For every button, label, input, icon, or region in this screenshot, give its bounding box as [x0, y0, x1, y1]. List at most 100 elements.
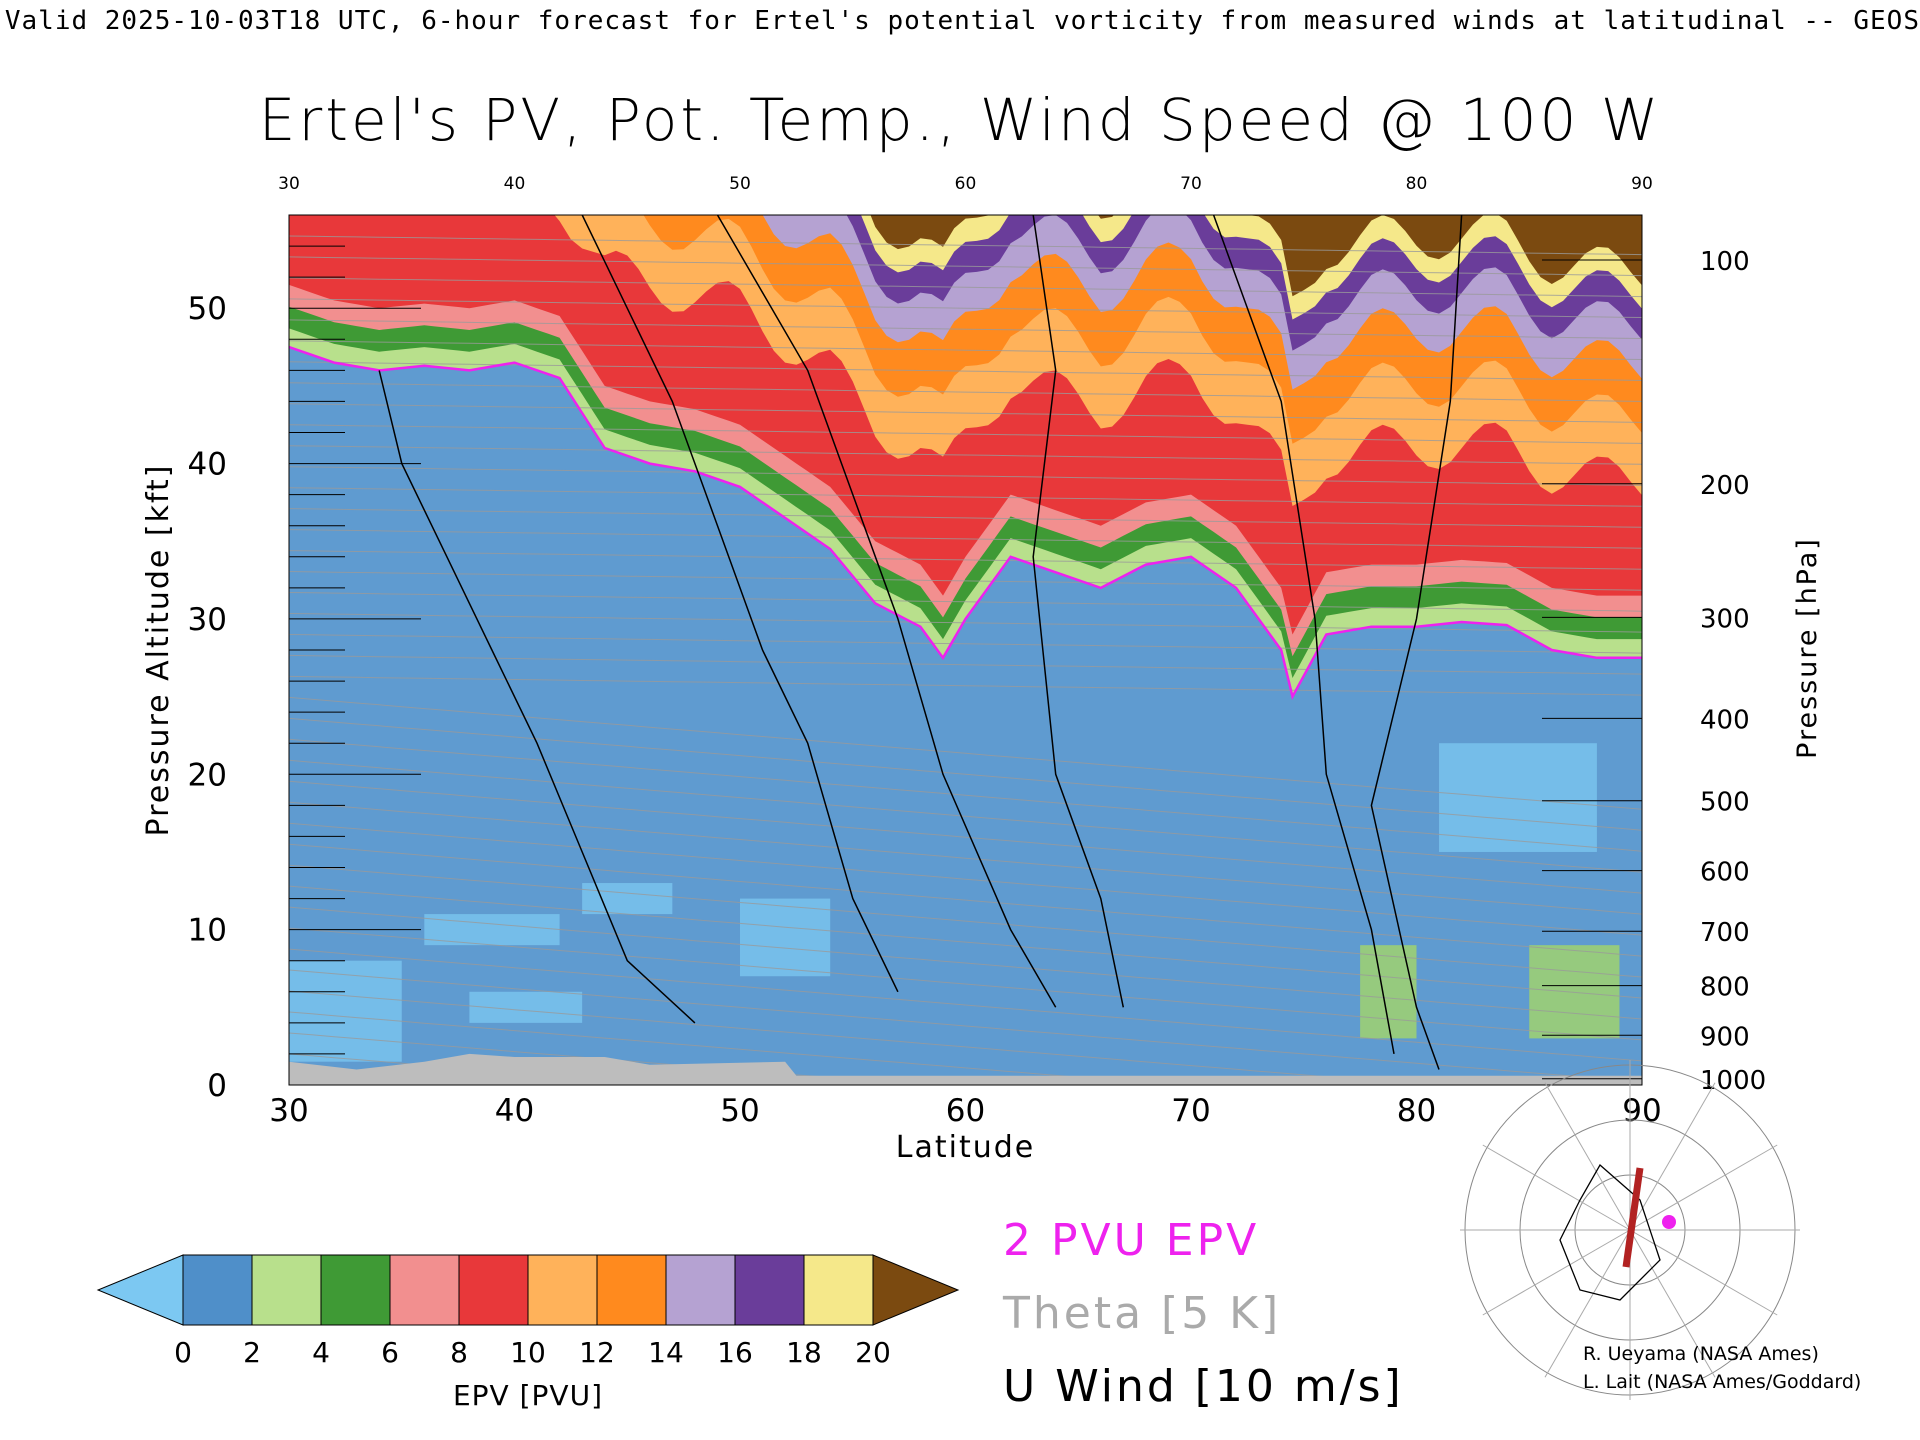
colorbar-segment [251, 1254, 322, 1326]
x-tick-label-top: 80 [1406, 174, 1428, 194]
theta-contour [289, 906, 1642, 1020]
colorbar-tick-label: 2 [243, 1336, 261, 1369]
theta-contour [289, 487, 1642, 507]
theta-contour [289, 759, 1642, 873]
x-tick-label-top: 50 [729, 174, 751, 194]
map-meridian [1544, 1082, 1631, 1231]
x-axis-label: Latitude [896, 1130, 1035, 1165]
colorbar: 0 2 4 6 8 10 12 14 16 18 20 EPV [PVU] [96, 1254, 960, 1412]
locator-map [1460, 1060, 1800, 1400]
plot-area [289, 215, 1642, 1085]
y-axis-label: Pressure Altitude [kft] [141, 464, 176, 837]
theta-contour [289, 864, 1642, 978]
colorbar-segment [596, 1254, 667, 1326]
uwind-contour-2 [716, 215, 1057, 1008]
theta-contour [289, 571, 1642, 591]
colorbar-segment [389, 1254, 460, 1326]
colorbar-segment [734, 1254, 805, 1326]
theta-contour [289, 738, 1642, 852]
theta-contour [289, 424, 1642, 444]
x-tick-label-top: 70 [1180, 174, 1202, 194]
y-axis-label-right: Pressure [hPa] [1792, 537, 1823, 759]
theta-contour [289, 801, 1642, 915]
pressure-tick-label: 100 [1700, 247, 1750, 277]
colorbar-segment [527, 1254, 598, 1326]
theta-contour [289, 235, 1642, 256]
colorbar-label: EPV [PVU] [453, 1379, 603, 1412]
map-meridian [1629, 1082, 1716, 1231]
chart-title: Ertel's PV, Pot. Temp., Wind Speed @ 100… [258, 86, 1662, 154]
colorbar-tick-label: 4 [312, 1336, 330, 1369]
theta-contour [289, 822, 1642, 936]
colorbar-tick-label: 12 [579, 1336, 615, 1369]
theta-contour [289, 340, 1642, 360]
y-tick-label: 40 [188, 447, 227, 483]
pvu-2-line [289, 345, 1642, 701]
legend-theta: Theta [5 K] [1003, 1288, 1282, 1339]
x-tick-label: 50 [720, 1093, 759, 1129]
map-coastline [1559, 1163, 1661, 1301]
ground-mask [289, 1053, 1642, 1085]
low-pv-patch-5 [1439, 743, 1597, 852]
low-pv-patch-2 [582, 883, 673, 915]
uwind-contour-5 [1370, 215, 1463, 1070]
uwind-contour-4 [1212, 215, 1395, 1055]
theta-contour [289, 780, 1642, 894]
map-meridian [1629, 1229, 1778, 1316]
forecast-header: Valid 2025-10-03T18 UTC, 6-hour forecast… [4, 6, 1920, 36]
theta-contour [289, 508, 1642, 528]
pressure-tick-label: 400 [1700, 705, 1750, 735]
pressure-tick-label: 500 [1700, 788, 1750, 818]
colorbar-segment [182, 1254, 253, 1326]
x-tick-label: 30 [269, 1093, 308, 1129]
legend-wind: U Wind [10 m/s] [1003, 1361, 1404, 1412]
y-tick-label: 30 [188, 602, 227, 638]
colorbar-segment [458, 1254, 529, 1326]
legend-pvu: 2 PVU EPV [1003, 1215, 1260, 1266]
theta-contour [289, 843, 1642, 957]
map-meridian [1629, 1229, 1716, 1378]
colorbar-tick-label: 14 [648, 1336, 684, 1369]
map-meridian [1544, 1229, 1631, 1378]
theta-contour [289, 948, 1642, 1062]
x-tick-label-top: 90 [1631, 174, 1653, 194]
credit-line-1: R. Ueyama (NASA Ames) [1583, 1343, 1819, 1365]
map-cross-section-line [1622, 1167, 1644, 1268]
low-pv-patch-1 [424, 914, 560, 946]
theta-contour [289, 675, 1642, 696]
epv-band-9 [289, 215, 1642, 297]
pressure-tick-label: 800 [1700, 973, 1750, 1003]
theta-contour [289, 654, 1642, 675]
pressure-tick-label: 300 [1700, 604, 1750, 634]
pressure-tick-label: 700 [1700, 918, 1750, 948]
colorbar-tick-label: 10 [510, 1336, 546, 1369]
theta-contour [289, 927, 1642, 1041]
x-tick-label: 70 [1171, 1093, 1210, 1129]
theta-contour [289, 382, 1642, 402]
colorbar-segment [665, 1254, 736, 1326]
x-tick-label: 90 [1622, 1093, 1661, 1129]
theta-contour [289, 298, 1642, 318]
colorbar-tick-label: 18 [786, 1336, 822, 1369]
x-tick-label: 60 [946, 1093, 985, 1129]
y-tick-label: 0 [207, 1068, 227, 1104]
theta-contour [289, 529, 1642, 549]
pressure-tick-label: 1000 [1700, 1066, 1766, 1096]
theta-contour [289, 717, 1642, 831]
colorbar-segment [803, 1254, 874, 1326]
axes: 30 30 40 40 50 50 60 60 70 70 80 80 90 90 Latitude 0 10 2… [141, 174, 1823, 1165]
theta-contour [289, 696, 1642, 810]
lowlevel-pv-patch-1 [1529, 945, 1620, 1039]
x-tick-label-top: 30 [278, 174, 300, 194]
x-tick-label: 40 [495, 1093, 534, 1129]
y-tick-label: 50 [188, 291, 227, 327]
colorbar-segment [320, 1254, 391, 1326]
colorbar-over-arrow [872, 1254, 960, 1326]
pressure-tick-label: 600 [1700, 858, 1750, 888]
theta-contour [289, 466, 1642, 486]
low-pv-patch-4 [740, 898, 831, 977]
pressure-tick-label: 900 [1700, 1022, 1750, 1052]
uwind-contour-0 [378, 370, 696, 1024]
theta-contour [289, 613, 1642, 633]
theta-contour [289, 277, 1642, 298]
